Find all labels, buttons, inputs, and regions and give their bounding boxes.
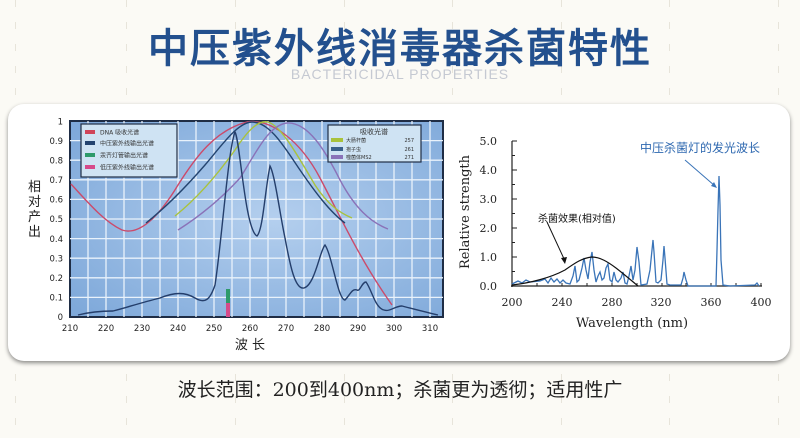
svg-text:320: 320 <box>651 296 672 309</box>
low-pressure-output-bar <box>226 303 230 317</box>
svg-text:4.0: 4.0 <box>480 164 498 177</box>
svg-text:0.3: 0.3 <box>49 255 63 265</box>
lamp-arrow-head <box>711 182 717 188</box>
svg-text:0.0: 0.0 <box>480 280 498 293</box>
legend-dna-label: DNA 吸收光谱 <box>100 129 139 137</box>
legend-absorption <box>327 124 422 163</box>
legend-ecoli-label: 大肠杆菌 <box>346 137 366 144</box>
legend-spore-label: 孢子虫 <box>346 146 361 153</box>
svg-text:2.0: 2.0 <box>480 222 498 235</box>
right-y-ticks: 0.0 1.0 2.0 3.0 4.0 5.0 <box>480 135 498 293</box>
left-y-label: 相对产出 <box>28 180 42 240</box>
bactericidal-effect-curve <box>511 256 639 287</box>
svg-text:280: 280 <box>314 324 330 334</box>
svg-text:300: 300 <box>386 324 402 334</box>
svg-text:0.2: 0.2 <box>49 274 63 284</box>
right-y-tick-marks <box>512 140 517 272</box>
svg-text:3.0: 3.0 <box>480 193 498 206</box>
svg-text:1: 1 <box>58 118 63 128</box>
svg-text:400: 400 <box>751 296 772 309</box>
lamp-arrow <box>684 159 716 187</box>
svg-text:0: 0 <box>58 313 63 323</box>
svg-text:0.6: 0.6 <box>49 196 63 206</box>
left-y-ticks: 0 0.1 0.2 0.3 0.4 0.5 0.6 0.7 0.8 0.9 1 <box>49 118 63 324</box>
svg-text:0.1: 0.1 <box>49 294 63 304</box>
spectrum-line <box>511 175 760 287</box>
right-y-label: Relative strength <box>458 154 473 269</box>
svg-text:290: 290 <box>350 324 366 334</box>
svg-text:310: 310 <box>422 324 438 334</box>
right-x-label: Wavelength (nm) <box>576 316 688 331</box>
svg-text:0.4: 0.4 <box>49 235 63 245</box>
amalgam-output-bar <box>226 289 230 303</box>
legend-low-pressure-label: 低压紫外线输出光谱 <box>100 164 154 172</box>
svg-text:210: 210 <box>62 324 78 334</box>
legend-absorption-title: 吸收光谱 <box>360 127 388 136</box>
svg-text:0.9: 0.9 <box>49 137 63 147</box>
svg-text:250: 250 <box>206 324 222 334</box>
svg-text:0.5: 0.5 <box>49 215 63 225</box>
page-title: 中压紫外线消毒器杀菌特性 <box>148 26 652 72</box>
svg-text:360: 360 <box>701 296 722 309</box>
effect-arrow-head <box>561 257 567 264</box>
ecoli-absorption-line <box>174 121 353 219</box>
dna-absorption-line <box>70 120 393 306</box>
svg-text:200: 200 <box>502 296 523 309</box>
left-x-ticks: 210 220 230 240 250 260 270 280 290 300 … <box>62 324 438 334</box>
svg-text:230: 230 <box>134 324 150 334</box>
svg-text:240: 240 <box>552 296 573 309</box>
svg-text:0.8: 0.8 <box>49 157 63 167</box>
legend-ms2-label: 噬菌体MS2 <box>346 154 372 161</box>
svg-text:240: 240 <box>170 324 186 334</box>
effect-annotation: 杀菌效果(相对值) <box>538 212 616 225</box>
page-subtitle: BACTERICIDAL PROPERTIES <box>290 66 510 82</box>
left-x-label: 波 长 <box>235 338 265 353</box>
legend-output <box>80 123 178 178</box>
ms2-absorption-line <box>177 122 389 231</box>
svg-text:5.0: 5.0 <box>480 135 498 148</box>
legend-ms2-value: 271 <box>404 155 414 161</box>
svg-text:0.7: 0.7 <box>49 176 63 186</box>
svg-text:270: 270 <box>278 324 294 334</box>
svg-text:260: 260 <box>242 324 258 334</box>
legend-medium-pressure-label: 中压紫外线输出光谱 <box>100 140 154 148</box>
lamp-annotation: 中压杀菌灯的发光波长 <box>640 140 760 155</box>
legend-amalgam-label: 汞齐灯管输出光谱 <box>100 152 148 160</box>
effect-arrow <box>546 221 566 262</box>
legend-ecoli-value: 257 <box>404 138 414 144</box>
svg-text:220: 220 <box>98 324 114 334</box>
legend-spore-value: 261 <box>404 147 414 153</box>
footer-summary: 波长范围：200到400nm；杀菌更为透彻；适用性广 <box>177 379 623 401</box>
svg-text:1.0: 1.0 <box>480 251 498 264</box>
svg-text:280: 280 <box>602 296 623 309</box>
medium-pressure-output-line <box>77 130 439 316</box>
right-x-ticks: 200 240 280 320 360 400 <box>502 296 772 309</box>
spore-absorption-line <box>145 121 346 224</box>
